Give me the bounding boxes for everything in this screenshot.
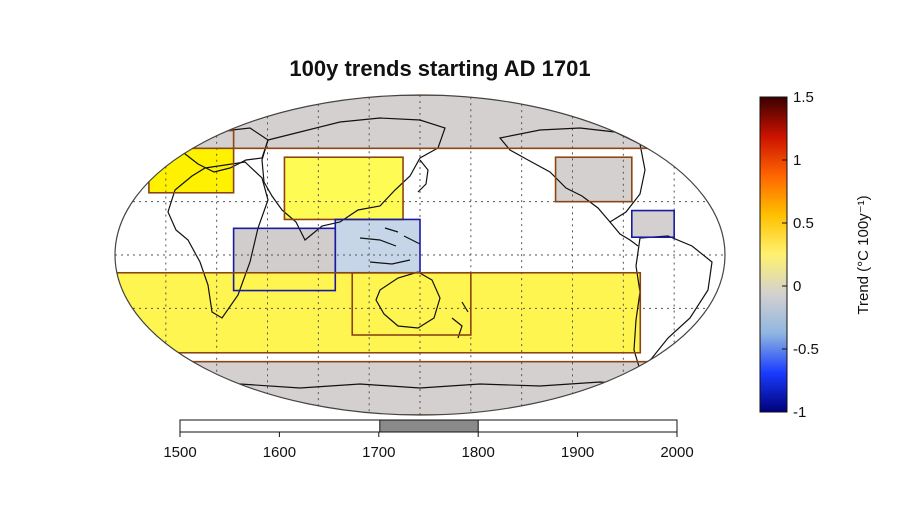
africa-coast (167, 161, 269, 319)
region-border-north-america (554, 156, 633, 203)
timeline-highlight (379, 419, 479, 433)
japan-coast (417, 159, 429, 193)
timeline: 1500 1600 1700 1800 1900 2000 (163, 419, 694, 461)
timeline-tick-label: 2000 (660, 444, 693, 461)
timeline-tick-label: 1800 (462, 444, 495, 461)
region-caribbean (631, 210, 675, 238)
region-east-asia (284, 157, 404, 220)
indonesia-coast (359, 227, 421, 265)
region-north-america (555, 157, 632, 202)
map-outline (114, 94, 726, 416)
new-zealand-coast (451, 301, 469, 339)
map-title: 100y trends starting AD 1701 (289, 56, 591, 81)
region-border-caribbean (631, 209, 675, 239)
timeline-tick-label: 1500 (163, 444, 196, 461)
region-indo-pacific-warm-pool (335, 219, 420, 273)
timeline-tick-label: 1700 (362, 444, 395, 461)
colorbar-tick-label: 1.5 (793, 89, 814, 106)
colorbar-gradient (759, 96, 788, 413)
colorbar-ticks: 1.5 1 0.5 0 -0.5 -1 (782, 89, 819, 421)
colorbar-tick-label: 0 (793, 278, 801, 295)
north-america-coast (498, 127, 646, 223)
region-border-south-america (115, 271, 642, 354)
colorbar-tick-label: 0.5 (793, 215, 814, 232)
south-america-coast (633, 235, 713, 372)
region-border-arctic (115, 95, 725, 150)
colorbar-tick-label: -1 (793, 404, 806, 421)
colorbar-tick-label: -0.5 (793, 341, 819, 358)
colorbar-label: Trend (°C 100y⁻¹) (855, 195, 872, 314)
australia-coast (375, 271, 441, 329)
world-map (114, 94, 726, 416)
region-south-america (115, 272, 641, 353)
timeline-tick-label: 1900 (561, 444, 594, 461)
antarctica-coast (189, 381, 651, 393)
asia-coast (261, 117, 446, 241)
timeline-ticks: 1500 1600 1700 1800 1900 2000 (163, 432, 694, 461)
colorbar: 1.5 1 0.5 0 -0.5 -1 Trend (°C 100y⁻¹) (759, 89, 872, 421)
colorbar-tick-label: 1 (793, 152, 801, 169)
central-america-coast (609, 221, 639, 247)
timeline-tick-label: 1600 (263, 444, 296, 461)
graticule (115, 95, 725, 415)
